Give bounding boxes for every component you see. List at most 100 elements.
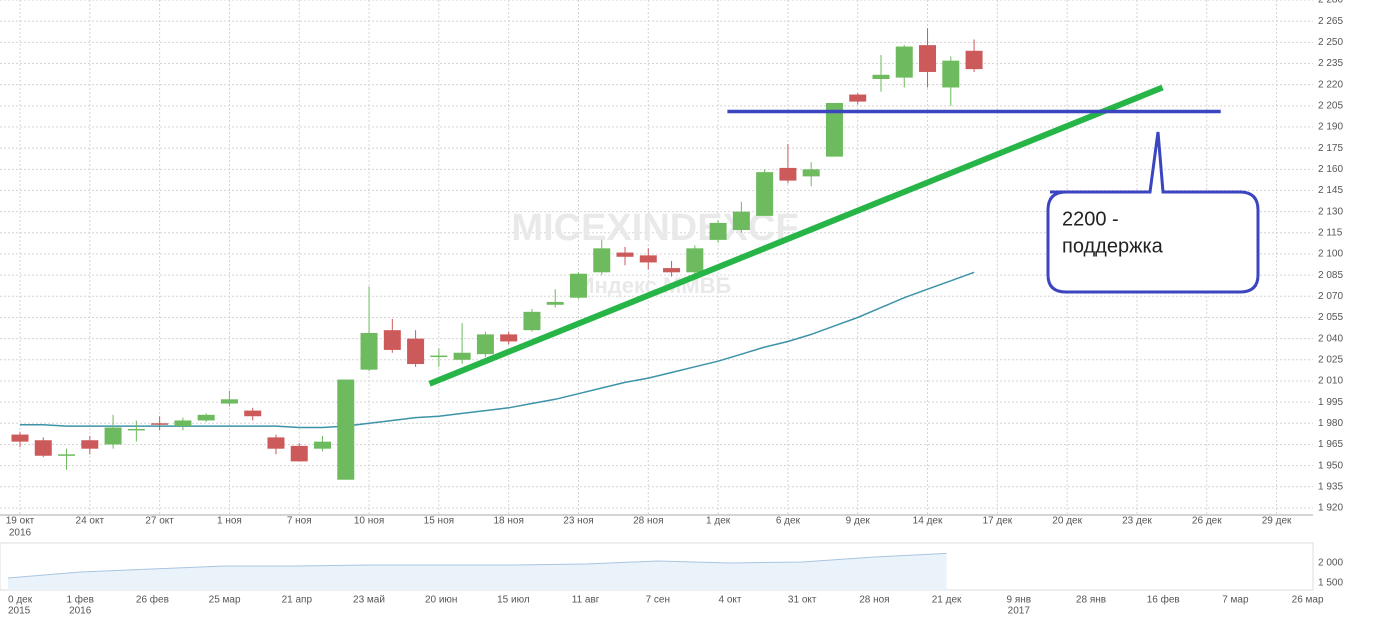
candle-body	[81, 440, 99, 449]
navigator-area	[8, 553, 947, 590]
x-tick-label: 26 дек	[1192, 516, 1222, 527]
candle-body	[197, 414, 215, 421]
x-tick-label: 24 окт	[76, 516, 105, 527]
watermark-title: MICEXINDEXCF	[511, 207, 798, 249]
x-tick-label: 10 ноя	[354, 516, 384, 527]
callout-text: 2200 -	[1062, 208, 1119, 230]
x-tick-label: 15 ноя	[424, 516, 454, 527]
x-year-label: 2016	[9, 528, 32, 539]
navigator-x-tick-label: 26 фев	[136, 594, 169, 606]
navigator-x-tick-label: 21 дек	[932, 595, 962, 606]
candle-body	[127, 428, 145, 431]
moving-average-line	[20, 271, 975, 429]
candle-body	[383, 330, 401, 350]
x-tick-label: 23 дек	[1122, 516, 1152, 527]
candle-body	[314, 441, 332, 449]
candle-body	[220, 399, 238, 404]
y-tick-label: 1 965	[1318, 439, 1343, 450]
navigator-x-tick-label: 11 авг	[572, 595, 600, 606]
y-tick-label: 2 280	[1318, 0, 1343, 6]
y-tick-label: 2 085	[1318, 270, 1343, 281]
y-tick-label: 2 190	[1318, 122, 1343, 133]
x-tick-label: 9 дек	[846, 516, 871, 527]
y-tick-label: 1 920	[1318, 503, 1343, 514]
candle-body	[151, 423, 169, 425]
navigator-line	[7, 552, 947, 579]
candle-body	[34, 440, 52, 456]
candle-body	[849, 94, 867, 102]
candle-body	[104, 427, 122, 445]
candle-body	[546, 301, 564, 305]
navigator-x-tick-label: 31 окт	[788, 595, 817, 606]
candle-body	[267, 437, 285, 449]
candle-body	[58, 454, 76, 456]
x-tick-label: 18 ноя	[493, 516, 523, 527]
y-tick-label: 2 160	[1318, 164, 1343, 175]
candle-body	[732, 211, 750, 230]
y-tick-label: 2 055	[1318, 312, 1343, 323]
y-tick-label: 2 250	[1318, 37, 1343, 48]
candle-body	[453, 352, 471, 360]
y-tick-label: 2 130	[1318, 206, 1343, 217]
candle-body	[919, 45, 937, 72]
navigator-year-label: 2017	[1008, 606, 1031, 617]
x-tick-label: 1 ноя	[217, 516, 242, 527]
x-tick-label: 23 ноя	[563, 516, 593, 527]
y-tick-label: 2 100	[1318, 249, 1343, 260]
y-tick-label: 1 980	[1318, 418, 1343, 429]
candle-body	[430, 355, 448, 358]
navigator-x-tick-label: 25 мар	[209, 595, 241, 606]
candle-body	[500, 334, 518, 342]
x-tick-label: 7 ноя	[287, 516, 312, 527]
candle-body	[686, 248, 704, 273]
y-tick-label: 2 115	[1318, 227, 1343, 238]
candle-body	[476, 334, 494, 355]
y-tick-label: 1 950	[1318, 460, 1343, 471]
y-tick-label: 2 235	[1318, 58, 1343, 69]
y-tick-label: 2 145	[1318, 185, 1343, 196]
x-tick-label: 6 дек	[776, 516, 801, 527]
candle-body	[593, 248, 611, 273]
x-tick-label: 27 окт	[145, 516, 174, 527]
y-tick-label: 2 070	[1318, 291, 1343, 302]
candle-body	[407, 338, 425, 365]
watermark: MICEXINDEXCF Индекс ММВБ	[511, 207, 798, 298]
navigator-year-label: 2016	[69, 606, 92, 617]
y-tick-label: 2 265	[1318, 16, 1343, 27]
x-tick-label: 1 дек	[706, 516, 731, 527]
candle-body	[360, 332, 378, 370]
y-tick-label: 2 175	[1318, 143, 1343, 154]
x-tick-label: 29 дек	[1262, 516, 1292, 527]
candle-body	[872, 74, 890, 80]
candle-body	[639, 255, 657, 263]
candle-body	[825, 103, 843, 157]
trend-line	[428, 84, 1164, 387]
navigator-x-tick-label: 16 фев	[1147, 594, 1180, 606]
candle-body	[779, 167, 797, 181]
navigator-x-tick-label: 7 сен	[646, 595, 670, 606]
y-tick-label: 2 040	[1318, 333, 1343, 344]
y-tick-label: 2 205	[1318, 100, 1343, 111]
navigator-x-tick-label: 1 фев	[66, 594, 93, 606]
candle-body	[663, 268, 681, 273]
navigator-x-tick-label: 23 май	[353, 595, 385, 606]
callout-text: поддержка	[1062, 235, 1164, 257]
candle-body	[569, 273, 587, 298]
candle-body	[616, 252, 634, 257]
candle-body	[244, 410, 262, 417]
navigator-x-tick-label: 9 янв	[1007, 595, 1032, 606]
x-tick-label: 19 окт	[6, 516, 35, 527]
candle-body	[895, 46, 913, 78]
x-tick-label: 17 дек	[982, 516, 1012, 527]
y-tick-label: 1 995	[1318, 397, 1343, 408]
candle-body	[337, 379, 355, 480]
candle-body	[756, 172, 774, 216]
navigator-y-tick-label: 1 500	[1318, 578, 1343, 589]
navigator-y-tick-label: 2 000	[1318, 558, 1343, 569]
navigator-year-label: 2015	[8, 606, 31, 617]
navigator-x-tick-label: 7 мар	[1222, 595, 1249, 606]
navigator-x-tick-label: 15 июл	[497, 595, 530, 606]
x-tick-label: 14 дек	[913, 516, 943, 527]
navigator-x-tick-label: 21 апр	[282, 595, 313, 606]
